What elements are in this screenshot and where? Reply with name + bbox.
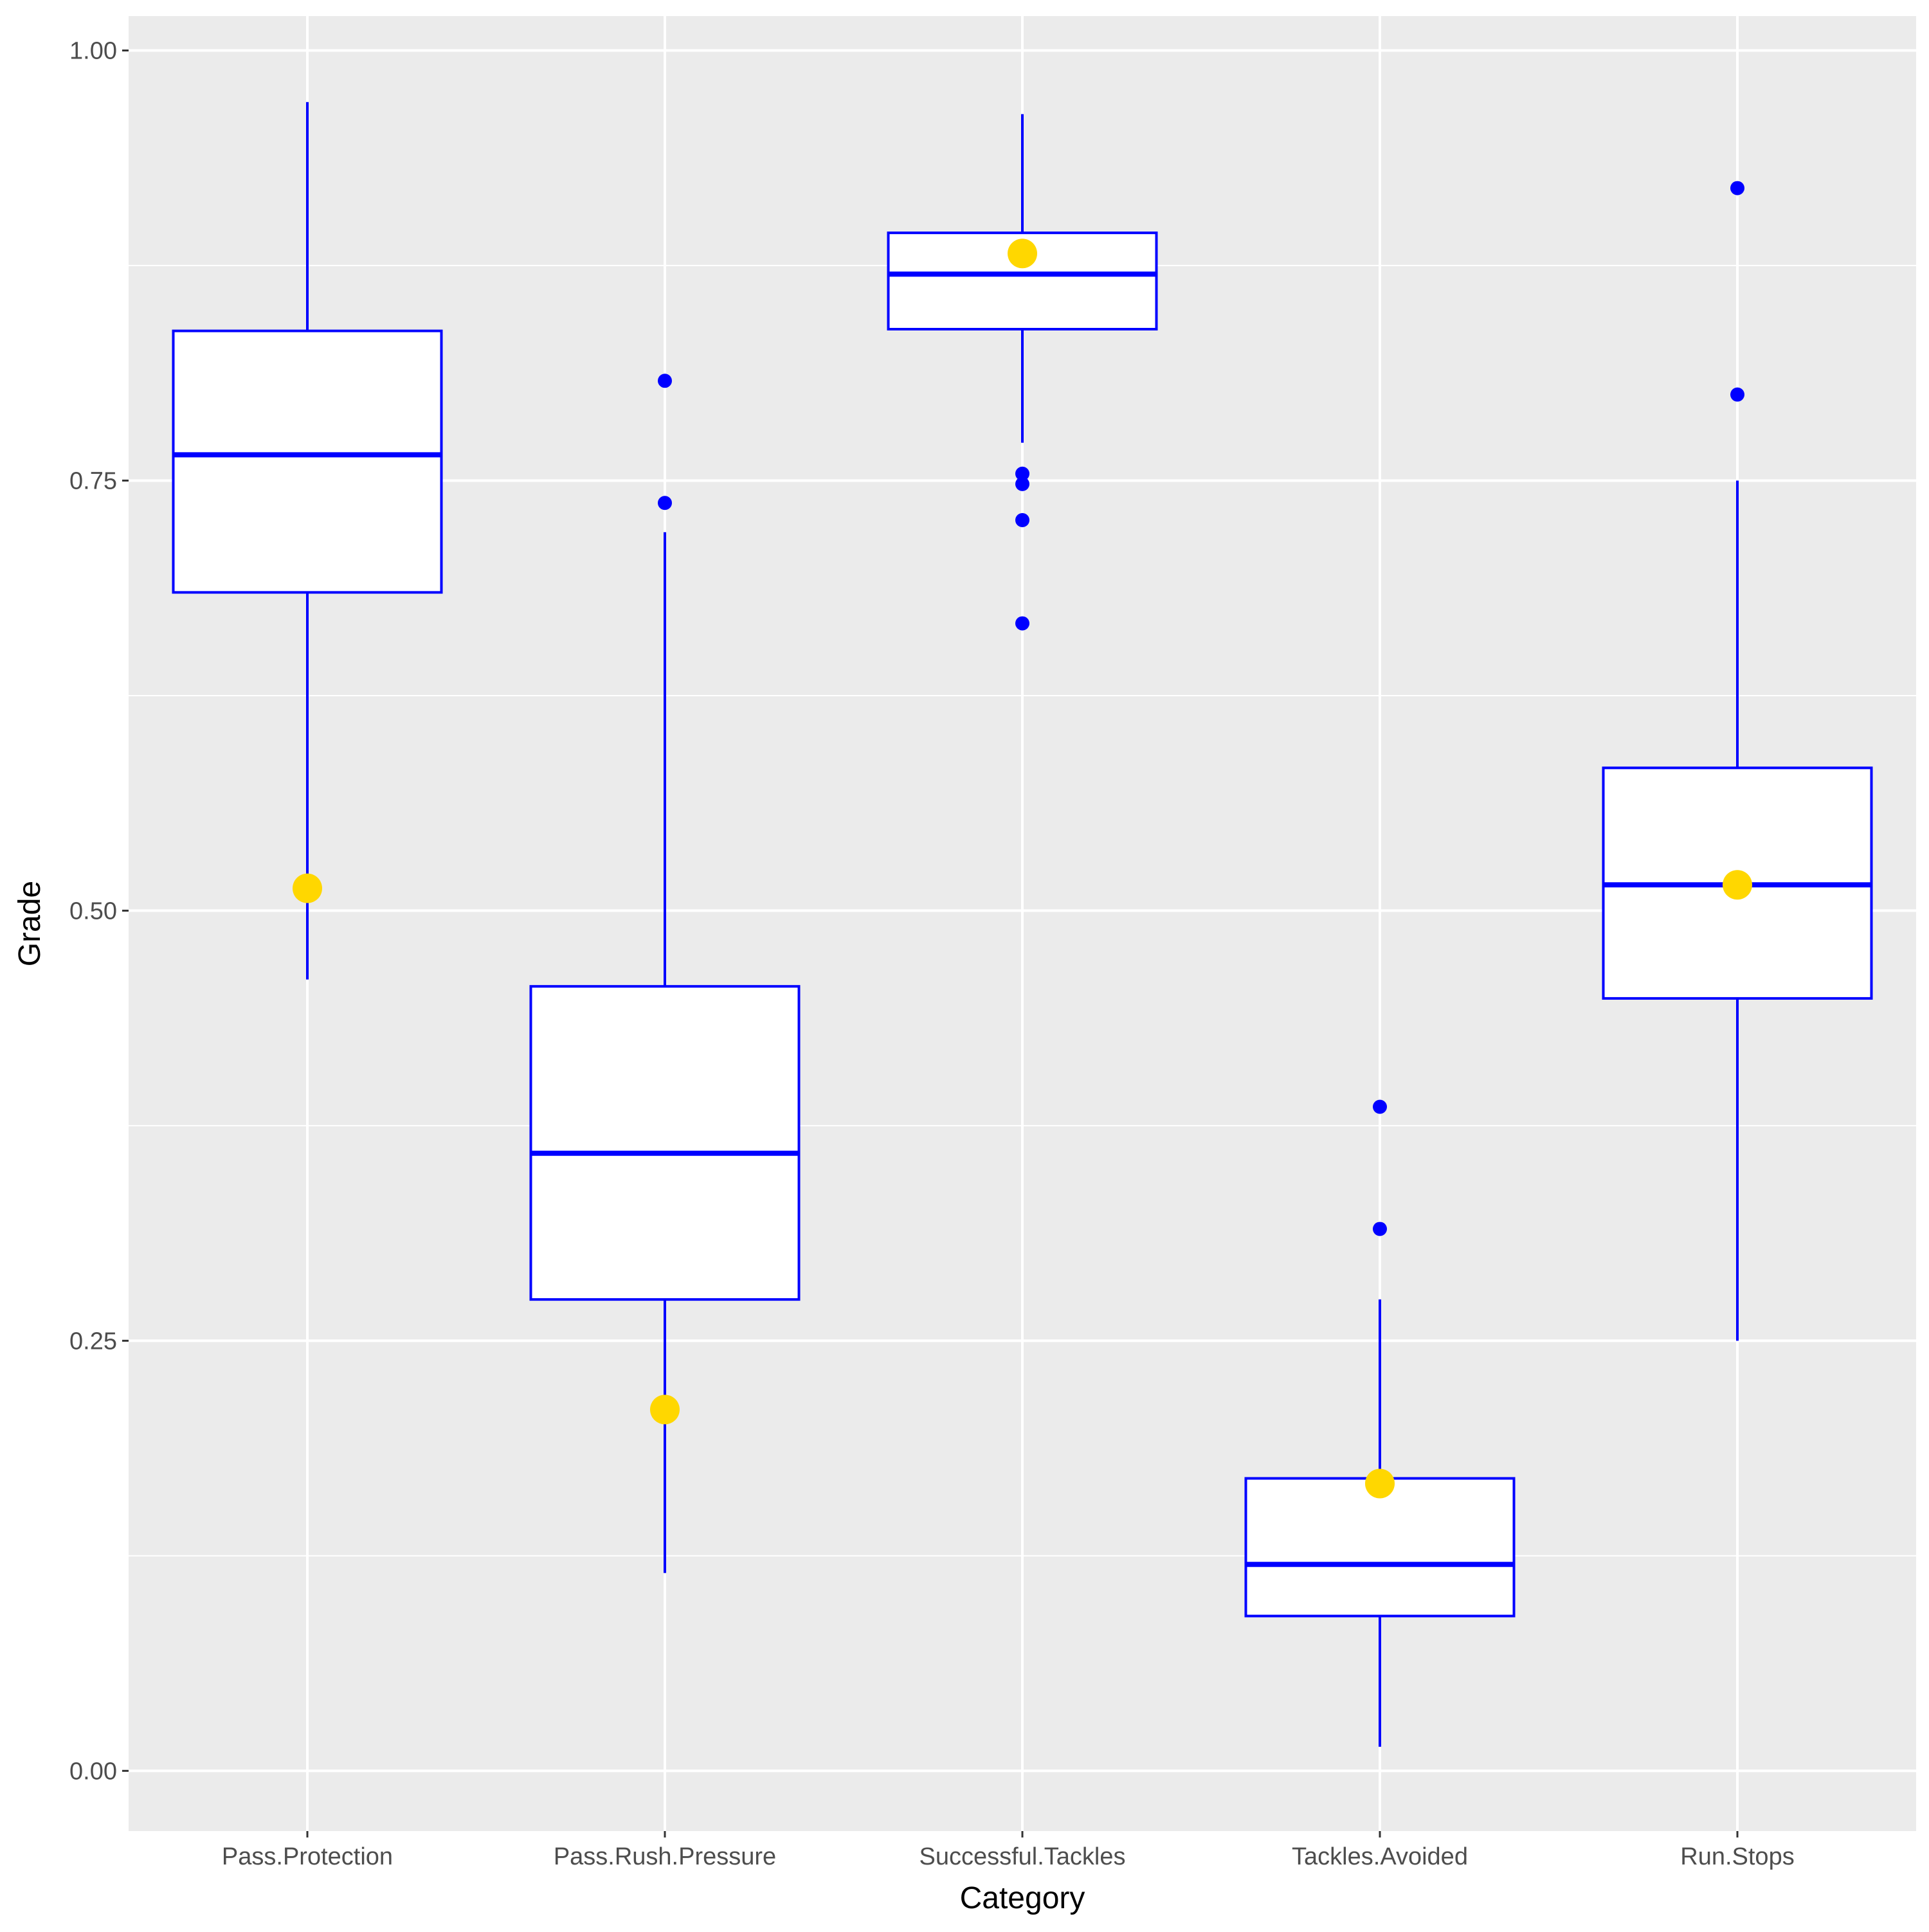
box-layer [172, 102, 1873, 1747]
highlight-point [1723, 870, 1752, 900]
box-group [529, 374, 801, 1573]
y-axis-title: Grade [13, 881, 47, 966]
y-tick-label: 0.00 [69, 1758, 117, 1785]
highlight-point [293, 873, 322, 903]
y-tick-label: 0.75 [69, 467, 117, 494]
outlier-point [1015, 616, 1029, 631]
outlier-point [1015, 476, 1029, 491]
box-group [887, 114, 1158, 631]
x-tick-label: Pass.Rush.Pressure [554, 1843, 776, 1870]
box-body [1244, 1477, 1516, 1618]
box-group [1602, 181, 1873, 1341]
outlier-point [1373, 1222, 1387, 1236]
x-tick-label: Successful.Tackles [919, 1843, 1125, 1870]
y-tick-label: 0.50 [69, 898, 117, 925]
box-group [1244, 1099, 1516, 1747]
outlier-point [1730, 181, 1744, 195]
highlight-point [1008, 239, 1037, 269]
box-body [172, 329, 443, 594]
highlight-point [650, 1395, 680, 1425]
outlier-point [658, 374, 672, 388]
x-tick-label: Tackles.Avoided [1292, 1843, 1468, 1870]
highlight-point [1365, 1468, 1395, 1499]
outlier-point [658, 496, 672, 510]
outlier-point [1015, 513, 1029, 528]
x-tick-label: Run.Stops [1680, 1843, 1794, 1870]
box-body [529, 985, 801, 1301]
x-tick-label: Pass.Protection [222, 1843, 393, 1870]
outlier-point [1015, 466, 1029, 481]
box-group [172, 102, 443, 980]
x-axis-title: Category [960, 1881, 1085, 1915]
y-tick-label: 1.00 [69, 38, 117, 65]
axis-layer: 0.00 0.25 0.50 0.75 1.00 Pass.Protection Pass.… [69, 38, 1795, 1870]
y-tick-label: 0.25 [69, 1328, 117, 1355]
outlier-point [1730, 387, 1744, 402]
outlier-point [1373, 1099, 1387, 1114]
